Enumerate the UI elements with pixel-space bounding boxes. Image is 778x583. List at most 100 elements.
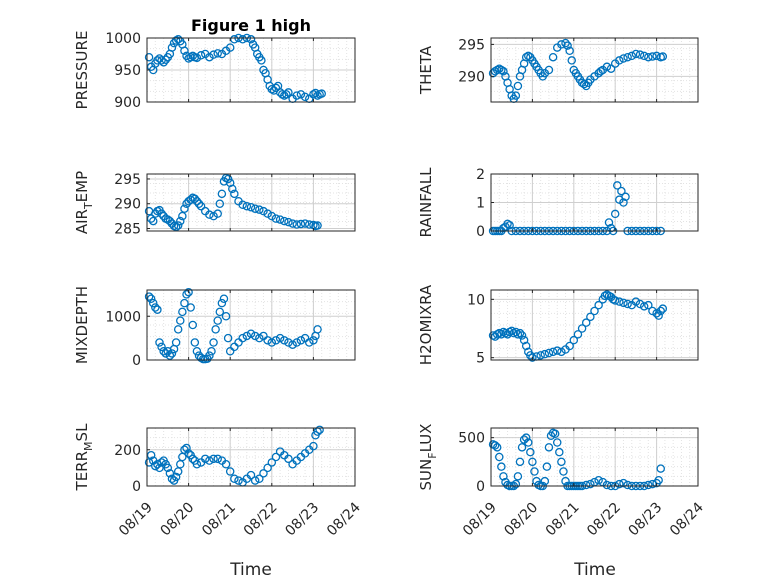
data-point (615, 56, 624, 65)
data-point (230, 474, 239, 483)
data-point (300, 219, 310, 228)
data-point (528, 353, 537, 362)
data-point (242, 201, 252, 211)
data-point (586, 479, 595, 489)
data-point (242, 331, 252, 341)
data-point (225, 467, 235, 476)
data-point (635, 50, 645, 59)
data-point (167, 349, 177, 358)
data-point (521, 341, 531, 351)
x-tick-label: 08/24 (667, 499, 707, 539)
subplot-3: 285 290 295 AIRTEMP (73, 171, 356, 238)
axes-box (146, 289, 356, 361)
data-point (280, 216, 289, 226)
data-point (573, 330, 583, 339)
data-point (246, 202, 256, 212)
data-point (507, 326, 516, 336)
data-point (209, 338, 218, 347)
data-point (621, 192, 630, 202)
data-point (644, 300, 653, 310)
data-point (548, 347, 558, 357)
data-point (184, 449, 193, 458)
data-point (292, 338, 302, 347)
y-tick-label: 295 (458, 37, 485, 53)
data-point (188, 320, 198, 330)
data-point (267, 338, 277, 347)
data-point (182, 290, 191, 299)
data-point (619, 298, 628, 308)
data-point (552, 438, 562, 447)
data-point (511, 479, 521, 489)
data-point (288, 340, 297, 349)
data-point (275, 215, 285, 224)
data-point (623, 480, 632, 490)
data-point (499, 472, 508, 481)
data-point (288, 219, 297, 228)
data-point (215, 199, 225, 208)
y-tick-label: 0 (132, 479, 141, 495)
y-tick-label: 10 (467, 292, 485, 308)
data-point (309, 336, 318, 345)
y-tick-label: 0 (132, 353, 141, 369)
data-point (180, 298, 189, 308)
data-point (658, 52, 668, 61)
data-point (190, 194, 200, 204)
data-point (225, 43, 235, 52)
data-point (188, 51, 198, 61)
y-tick-label: 0 (476, 479, 485, 495)
data-point (515, 328, 525, 338)
data-point (230, 342, 239, 352)
x-tick-label: 08/23 (282, 500, 322, 540)
data-point (221, 459, 231, 469)
data-point (207, 346, 216, 356)
data-point (217, 298, 227, 308)
data-point (644, 480, 653, 490)
data-point (284, 88, 293, 97)
data-point (492, 443, 502, 452)
data-point (186, 52, 195, 62)
data-point (313, 91, 322, 100)
data-point (544, 443, 554, 452)
data-point (300, 92, 310, 102)
data-point (540, 349, 550, 359)
data-point (223, 333, 233, 343)
data-point (606, 64, 616, 73)
y-tick-label: 285 (114, 222, 141, 238)
data-point (209, 454, 218, 464)
data-point (639, 302, 649, 311)
data-point (263, 336, 272, 345)
y-axis-label: AIRTEMP (73, 171, 95, 234)
data-point (259, 469, 268, 478)
data-point (238, 200, 247, 209)
data-point (602, 62, 612, 72)
data-point (148, 298, 158, 308)
data-point (230, 189, 239, 199)
data-point (257, 56, 266, 65)
y-tick-label: 290 (458, 69, 485, 85)
x-tick-label: 08/23 (626, 500, 666, 540)
data-point (178, 307, 187, 317)
data-point (186, 303, 195, 312)
data-point (521, 433, 531, 442)
y-tick-label: 500 (458, 431, 485, 447)
data-point (654, 475, 663, 485)
data-point (196, 353, 206, 363)
data-point (526, 447, 535, 457)
data-point (639, 51, 649, 61)
data-point (188, 454, 198, 464)
data-point (161, 55, 170, 65)
data-point (544, 65, 554, 75)
data-point (565, 341, 574, 351)
data-point (524, 438, 533, 447)
data-point (173, 35, 183, 44)
data-point (157, 458, 166, 467)
data-point (159, 346, 168, 356)
data-point (280, 336, 289, 345)
data-point (581, 480, 591, 490)
data-point (157, 342, 166, 352)
data-point (499, 67, 508, 76)
y-axis-label: PRESSURE (73, 31, 91, 110)
y-tick-label: 295 (114, 172, 141, 188)
data-point (604, 218, 614, 227)
